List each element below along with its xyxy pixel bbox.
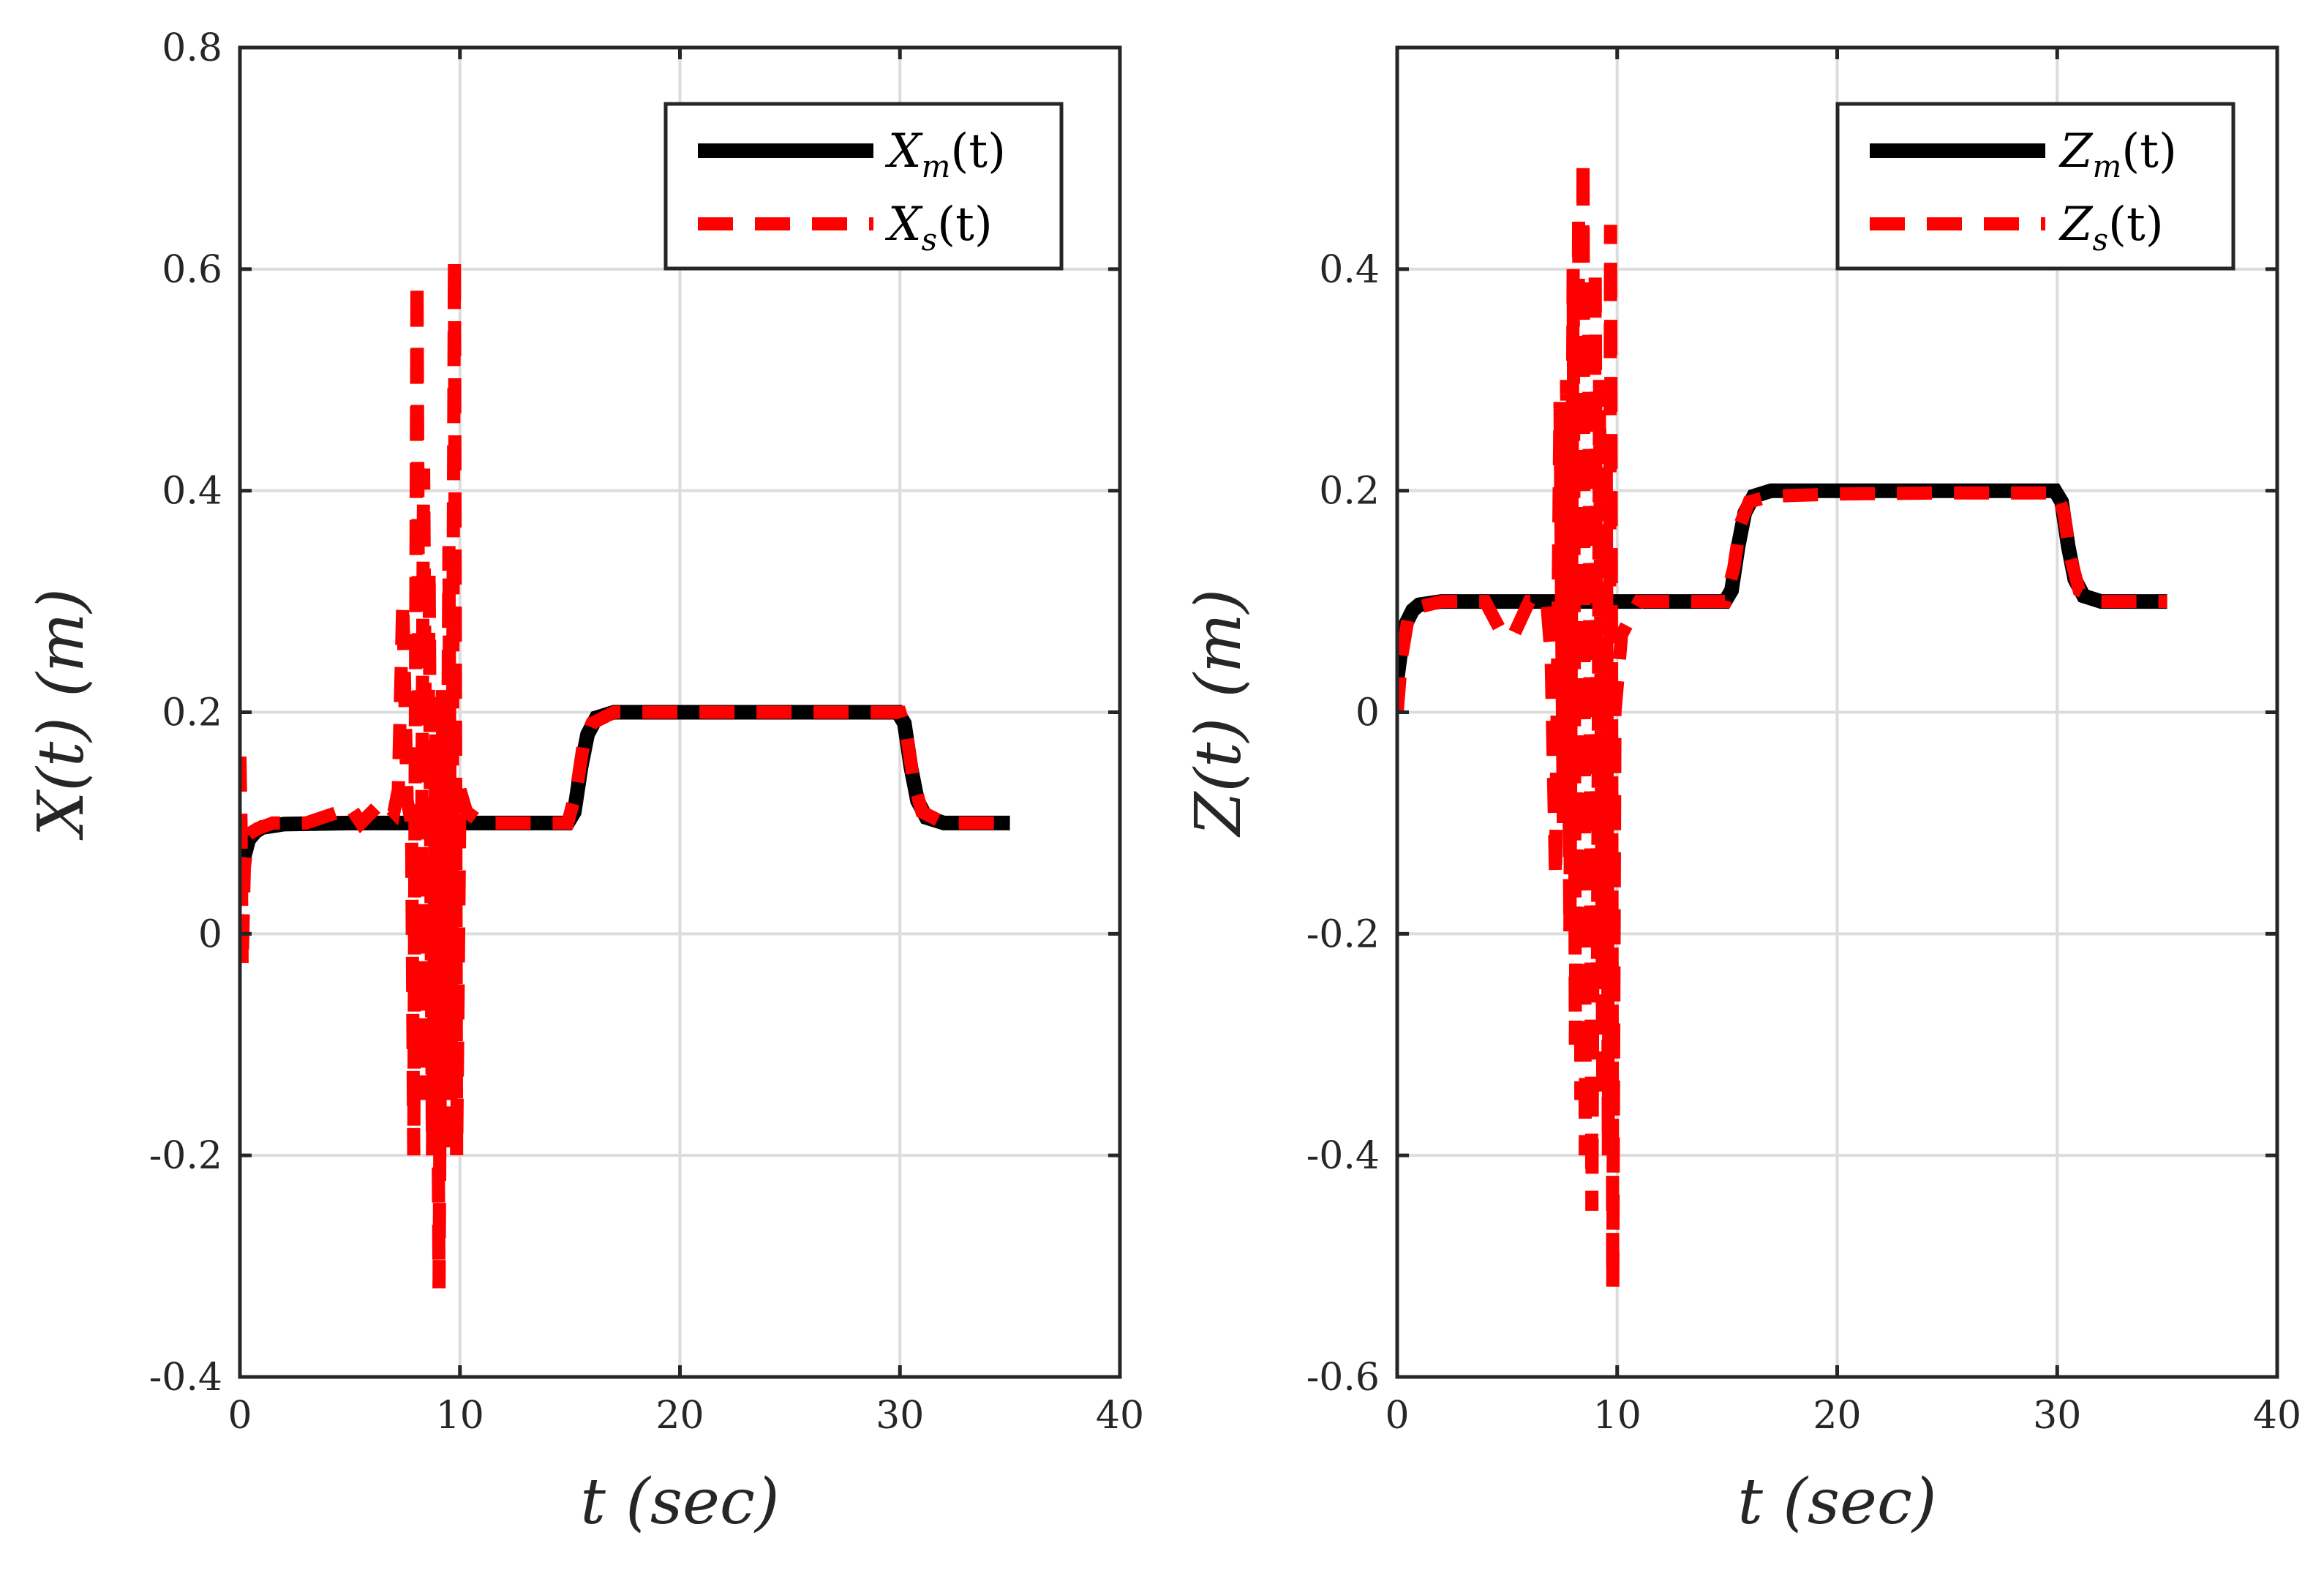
legend: Zm(t) Zs(t) [1835,102,2235,271]
series-line-x-s [240,258,1010,1288]
x-tick-label: 10 [436,1394,484,1438]
y-tick-label: -0.2 [149,1134,222,1178]
x-tick-label: 30 [2033,1394,2081,1438]
x-tick-label: 0 [227,1394,252,1438]
series-line-z-s [1397,158,2167,1288]
y-tick-label: -0.4 [149,1356,222,1400]
legend-box [663,102,1064,271]
x-tick-label: 10 [1593,1394,1642,1438]
y-axis-label: X(t) (m) [25,588,98,841]
y-tick-label: 0 [1355,691,1380,735]
x-tick-label: 0 [1385,1394,1409,1438]
y-tick-label: -0.6 [1306,1356,1380,1400]
y-tick-label: 0.2 [1319,470,1380,514]
y-tick-label: -0.2 [1306,912,1380,956]
legend-label-m: Xm(t) [884,124,1006,184]
y-tick-label: 0.2 [162,691,222,735]
x-axis-label: t (sec) [580,1465,779,1539]
legend: Xm(t) Xs(t) [663,102,1064,271]
x-tick-label: 30 [876,1394,924,1438]
y-tick-label: 0.6 [162,248,222,292]
chart-panel-z: 0 10 20 30 40 -0.6 -0.4 -0.2 0 0.2 0.4 t (sec) Z(t) … [1182,45,2301,1539]
legend-label-s: Xs(t) [884,198,993,258]
x-tick-label: 40 [1096,1394,1144,1438]
y-tick-label: 0.4 [1319,248,1380,292]
y-tick-label: 0 [198,912,222,956]
legend-box [1835,102,2235,271]
x-tick-label: 20 [655,1394,704,1438]
x-tick-label: 20 [1813,1394,1861,1438]
y-tick-label: -0.4 [1306,1134,1380,1178]
chart-panel-x: 0 10 20 30 40 -0.4 -0.2 0 0.2 0.4 0.6 0.8 t (sec) X(t… [25,26,1144,1539]
y-tick-label: 0.4 [162,470,222,514]
legend-label-s: Zs(t) [2058,198,2164,258]
y-axis-label: Z(t) (m) [1182,589,1255,838]
x-axis-label: t (sec) [1737,1465,1936,1539]
legend-label-m: Zm(t) [2058,124,2177,184]
x-tick-label: 40 [2253,1394,2301,1438]
y-tick-label: 0.8 [162,26,222,70]
